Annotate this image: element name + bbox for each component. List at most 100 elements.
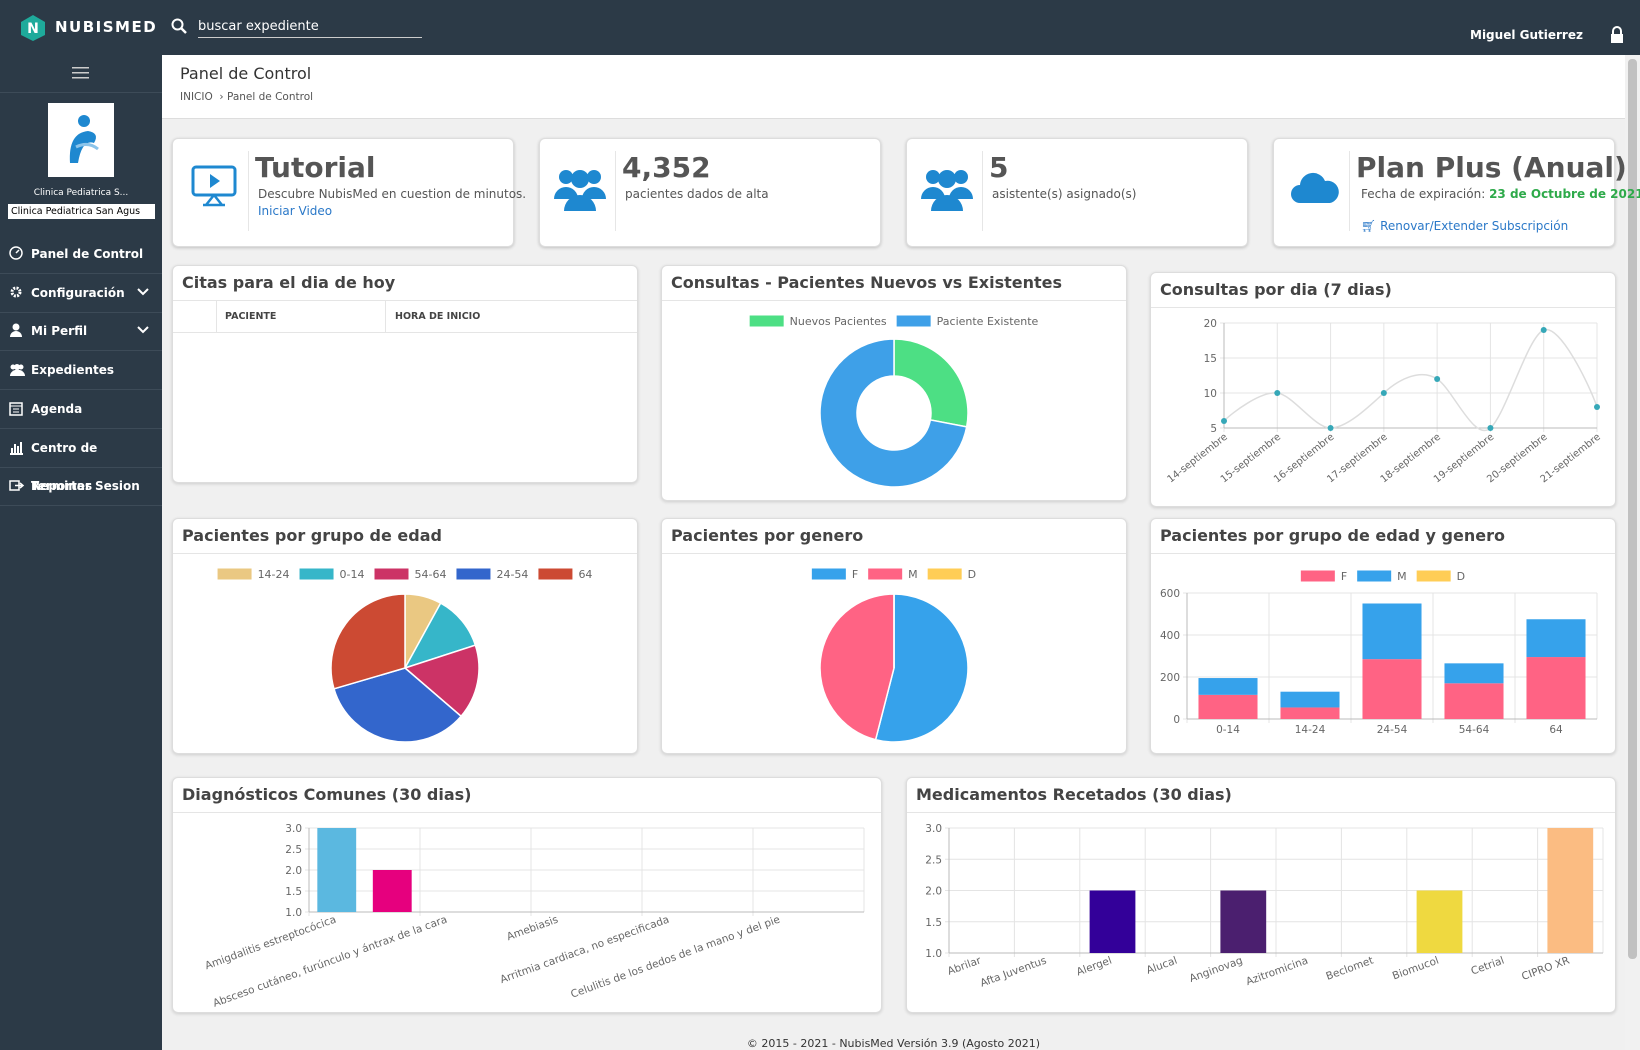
expiry-date: 23 de Octubre de 2021 [1489,187,1640,201]
y-tick-label: 2.0 [285,865,302,877]
menu-item[interactable]: Panel de Control [0,235,162,274]
card-link[interactable]: Iniciar Video [258,204,333,218]
plan-card: Plan Plus (Anual) Fecha de expiración: 2… [1273,138,1640,247]
x-tick-label: Cetrial [1469,955,1506,978]
search-input[interactable]: buscar expediente [198,19,422,38]
x-tick-label: Celulitis de los dedos de la mano y del … [569,914,782,1001]
slice [893,338,969,428]
panel-title: Pacientes por genero [662,519,1126,554]
card-title: Tutorial [255,151,376,184]
svg-text:N: N [27,21,39,37]
menu-item[interactable]: Expedientes [0,351,162,391]
legend-label: 24-54 [496,568,528,581]
bar-segment [1444,683,1504,719]
chart: Nuevos Pacientes Paciente Existente [749,315,1039,488]
line [1223,329,1598,432]
panel-title: Citas para el dia de hoy [173,266,637,301]
legend-label: 64 [578,568,592,581]
chart: 0 200 400 600 0-14 14-24 24-54 54-64 64 F M D [1160,570,1598,736]
y-tick-label: 2.0 [925,886,942,898]
legend-label: D [968,568,976,581]
menu-label[interactable]: Centro de Reportes [31,440,98,493]
search-icon [171,18,187,34]
chart-panel: Medicamentos Recetados (30 dias) 1.0 1.5 2.… [906,777,1616,1013]
footer: © 2015 - 2021 - NubisMed Versión 3.9 (Ag… [746,1037,1041,1050]
renew-link[interactable]: Renovar/Extender Subscripción [1380,219,1569,233]
chart-panel: Consultas por dia (7 dias) 5 10 15 20 14-sept… [1150,272,1616,507]
x-tick-label: 54-64 [1459,724,1490,736]
x-tick-label: Alucal [1145,955,1179,977]
bar-segment [1198,678,1258,695]
column-header: HORA DE INICIO [395,311,481,322]
legend-label: F [852,568,858,581]
legend-swatch [217,568,252,580]
menu-label[interactable]: Agenda [31,401,83,416]
menu-label[interactable]: Panel de Control [31,247,144,261]
menu-label[interactable]: Expedientes [31,363,115,378]
bar-segment [1526,657,1586,719]
clinic-name: Clinica Pediatrica S... [33,188,129,198]
card-text: Fecha de expiración: 23 de Octubre de 20… [1361,187,1640,201]
menu-item[interactable]: Centro de Reportes [0,429,162,493]
bar-segment [1280,707,1340,719]
scrollbar[interactable] [1625,55,1640,1050]
slice [874,593,969,743]
y-tick-label: 600 [1160,588,1180,600]
panel-title: Diagnósticos Comunes (30 dias) [173,778,881,813]
slice [333,667,463,743]
chart: 14-24 0-14 54-64 24-54 64 [217,568,592,743]
clinic-select[interactable]: Clinica Pediatrica San Agus [8,204,155,219]
menu-label[interactable]: Configuración [31,285,125,300]
x-tick-label: Biomucol [1391,955,1441,983]
point [1594,404,1600,410]
x-tick-label: Absceso cutáneo, furúnculo y ántrax de l… [211,914,448,1010]
top-bar: N NUBISMED buscar expediente Miguel Guti… [0,0,1640,55]
y-tick-label: 10 [1204,388,1217,400]
point [1327,425,1334,431]
bar-segment [1280,691,1340,708]
menu-label[interactable]: Terminar Sesion [31,479,140,494]
bar [372,870,412,912]
point [1540,327,1547,333]
card-text: asistente(s) asignado(s) [992,187,1137,201]
legend-swatch [299,568,334,580]
menu-item[interactable]: Configuración [0,274,162,313]
card-text: Descubre NubisMed en cuestion de minutos… [258,187,527,201]
y-tick-label: 1.5 [925,917,942,929]
bar [1220,890,1267,953]
user-name[interactable]: Miguel Gutierrez [1470,28,1583,42]
menu-label[interactable]: Mi Perfil [31,324,88,339]
x-tick-label: Alergel [1075,955,1114,979]
legend-label: F [1341,570,1347,583]
legend-label: 54-64 [415,568,447,581]
legend-swatch [538,568,573,580]
card-link[interactable]: 🛒︎ Renovar/Extender Subscripción [1361,219,1569,233]
y-tick-label: 400 [1160,630,1180,642]
table-header: PACIENTE HORA DE INICIO [173,301,637,333]
card-text: pacientes dados de alta [625,187,769,201]
legend-swatch [456,568,491,580]
y-tick-label: 3.0 [285,823,302,835]
legend-label: Paciente Existente [937,315,1039,328]
bar-segment [1362,659,1422,719]
menu-item[interactable]: Agenda [0,390,162,429]
bar [1089,890,1136,953]
menu-item[interactable]: Mi Perfil [0,312,162,352]
legend-label: Nuevos Pacientes [790,315,887,328]
slice [330,593,406,690]
menu-toggle[interactable] [72,66,90,80]
bar [1416,890,1463,953]
legend-label: M [908,568,918,581]
bar [1547,828,1594,953]
chart-panel: Pacientes por grupo de edad 14-24 0-14 54-6… [172,518,638,754]
page-title: Panel de Control [180,64,312,83]
y-tick-label: 2.5 [285,844,302,856]
point [1380,390,1387,396]
breadcrumb-item[interactable]: INICIO [180,91,213,103]
card-title: 4,352 [622,151,711,184]
menu-item[interactable]: Terminar Sesion [0,467,162,507]
legend-swatch [868,568,903,580]
